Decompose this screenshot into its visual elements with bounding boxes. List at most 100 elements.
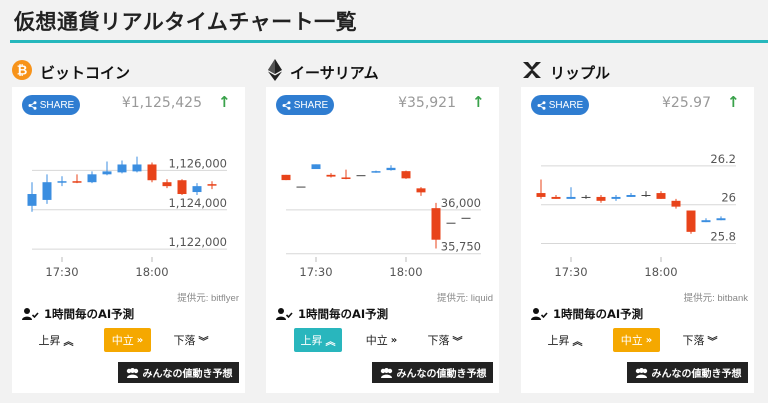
share-button[interactable]: SHARE: [22, 95, 80, 115]
candle-body: [371, 171, 381, 173]
provider-label: 提供元: bitbank: [683, 293, 748, 304]
candle-body: [671, 200, 681, 207]
price-value: ¥1,125,425: [121, 95, 202, 111]
candle-body: [102, 171, 112, 175]
candle-body: [596, 196, 606, 201]
coin-name: ビットコイン: [40, 63, 131, 82]
x-tick-label: 18:00: [389, 265, 422, 279]
share-button[interactable]: SHARE: [531, 95, 589, 115]
candle-body: [566, 196, 576, 199]
users-icon: [126, 367, 138, 378]
candle-body: [401, 171, 411, 179]
candle-body: [177, 180, 187, 195]
x-tick-label: 17:30: [299, 265, 332, 279]
chevron-up-icon: ︽: [572, 336, 583, 348]
candle-body: [356, 175, 366, 177]
prediction-fall-button[interactable]: 下落 ︾: [422, 328, 468, 352]
prediction-fall-button[interactable]: 下落 ︾: [168, 328, 214, 352]
y-tick-label: 36,000: [441, 196, 481, 210]
prediction-rise-button[interactable]: 上昇 ︽: [34, 328, 78, 352]
candle-body: [341, 177, 351, 179]
candle-body: [162, 182, 172, 187]
candle-body: [461, 217, 471, 219]
ai-forecast-heading: 1時間毎のAI予測: [276, 306, 388, 322]
up-arrow-icon: ↑: [472, 93, 485, 111]
share-label: SHARE: [39, 99, 75, 111]
ai-forecast-heading: 1時間毎のAI予測: [22, 306, 134, 322]
everyone-forecast-button[interactable]: みんなの値動き予想: [118, 362, 239, 383]
everyone-forecast-button[interactable]: みんなの値動き予想: [372, 362, 493, 383]
share-button[interactable]: SHARE: [276, 95, 334, 115]
price-value: ¥35,921: [398, 95, 456, 111]
price-chart: 36,000 35,750 17:30 18:00: [281, 164, 481, 279]
x-tick-label: 17:30: [554, 265, 587, 279]
fall-label: 下落: [682, 334, 705, 347]
candle-body: [716, 218, 726, 221]
ai-forecast-label: 1時間毎のAI予測: [553, 307, 644, 321]
neutral-label: 中立: [620, 334, 643, 347]
candle-body: [132, 164, 142, 172]
price-value: ¥25.97: [662, 95, 711, 111]
candle-body: [207, 184, 217, 186]
candle-body: [281, 174, 291, 181]
neutral-label: 中立: [111, 334, 134, 347]
users-icon: [635, 367, 647, 378]
coin-heading-ethereum: イーサリアム: [268, 59, 379, 83]
provider-label: 提供元: bitflyer: [177, 293, 239, 304]
fall-label: 下落: [173, 334, 196, 347]
candle-body: [147, 164, 157, 181]
y-tick-label: 1,126,000: [168, 156, 227, 170]
candle-body: [72, 181, 82, 183]
user-check-icon: [276, 308, 293, 320]
candle-body: [446, 222, 456, 224]
prediction-neutral-button[interactable]: 中立»: [613, 328, 660, 352]
ai-forecast-label: 1時間毎のAI予測: [298, 307, 389, 321]
candle-body: [42, 182, 52, 200]
candle-body: [611, 196, 621, 199]
chevron-right-icon: »: [136, 334, 144, 346]
candle-body: [296, 186, 306, 188]
bitcoin-icon: ₿: [12, 60, 32, 84]
ai-forecast-label: 1時間毎のAI予測: [44, 307, 135, 321]
chevron-down-icon: ︾: [198, 336, 209, 348]
candle-body: [311, 164, 321, 170]
candle-body: [386, 167, 396, 171]
candle-body: [701, 220, 711, 223]
title-divider: [10, 40, 768, 43]
prediction-rise-button[interactable]: 上昇 ︽: [294, 328, 342, 352]
candle-body: [87, 174, 97, 183]
prediction-neutral-button[interactable]: 中立»: [104, 328, 151, 352]
prediction-fall-button[interactable]: 下落 ︾: [677, 328, 723, 352]
candle-body: [192, 186, 202, 193]
x-tick-label: 18:00: [135, 265, 168, 279]
share-label: SHARE: [293, 99, 329, 111]
provider-label: 提供元: liquid: [437, 293, 493, 304]
ai-forecast-heading: 1時間毎のAI予測: [531, 306, 643, 322]
coin-card-ethereum: SHARE ¥35,921 ↑ 36,000 35,750 17:30 18:00 提…: [266, 87, 499, 393]
candle-body: [431, 208, 441, 240]
prediction-rise-button[interactable]: 上昇 ︽: [543, 328, 587, 352]
up-arrow-icon: ↑: [727, 93, 740, 111]
candle-body: [416, 188, 426, 193]
y-tick-label: 35,750: [441, 240, 481, 254]
prediction-neutral-button[interactable]: 中立»: [358, 328, 405, 352]
chevron-right-icon: »: [390, 334, 398, 346]
candle-body: [57, 181, 67, 183]
share-icon: [537, 100, 546, 110]
coin-card-ripple: SHARE ¥25.97 ↑ 26.2 26 25.8 17:30 18:00 提供元:…: [521, 87, 754, 393]
candle-body: [686, 210, 696, 232]
chevron-up-icon: ︽: [63, 336, 74, 348]
rise-label: 上昇: [38, 334, 61, 347]
everyone-forecast-button[interactable]: みんなの値動き予想: [627, 362, 748, 383]
coin-card-bitcoin: SHARE ¥1,125,425 ↑ 1,126,000 1,124,000 1,1…: [12, 87, 245, 393]
candle-body: [581, 196, 591, 198]
share-icon: [28, 100, 37, 110]
ripple-icon: [522, 61, 542, 83]
chevron-right-icon: »: [645, 334, 653, 346]
chevron-up-icon: ︽: [325, 336, 336, 348]
svg-text:₿: ₿: [17, 64, 28, 79]
price-chart: 1,126,000 1,124,000 1,122,000 17:30 18:00: [27, 156, 227, 279]
candle-body: [551, 196, 561, 199]
candle-body: [117, 164, 127, 173]
rise-label: 上昇: [300, 334, 323, 347]
